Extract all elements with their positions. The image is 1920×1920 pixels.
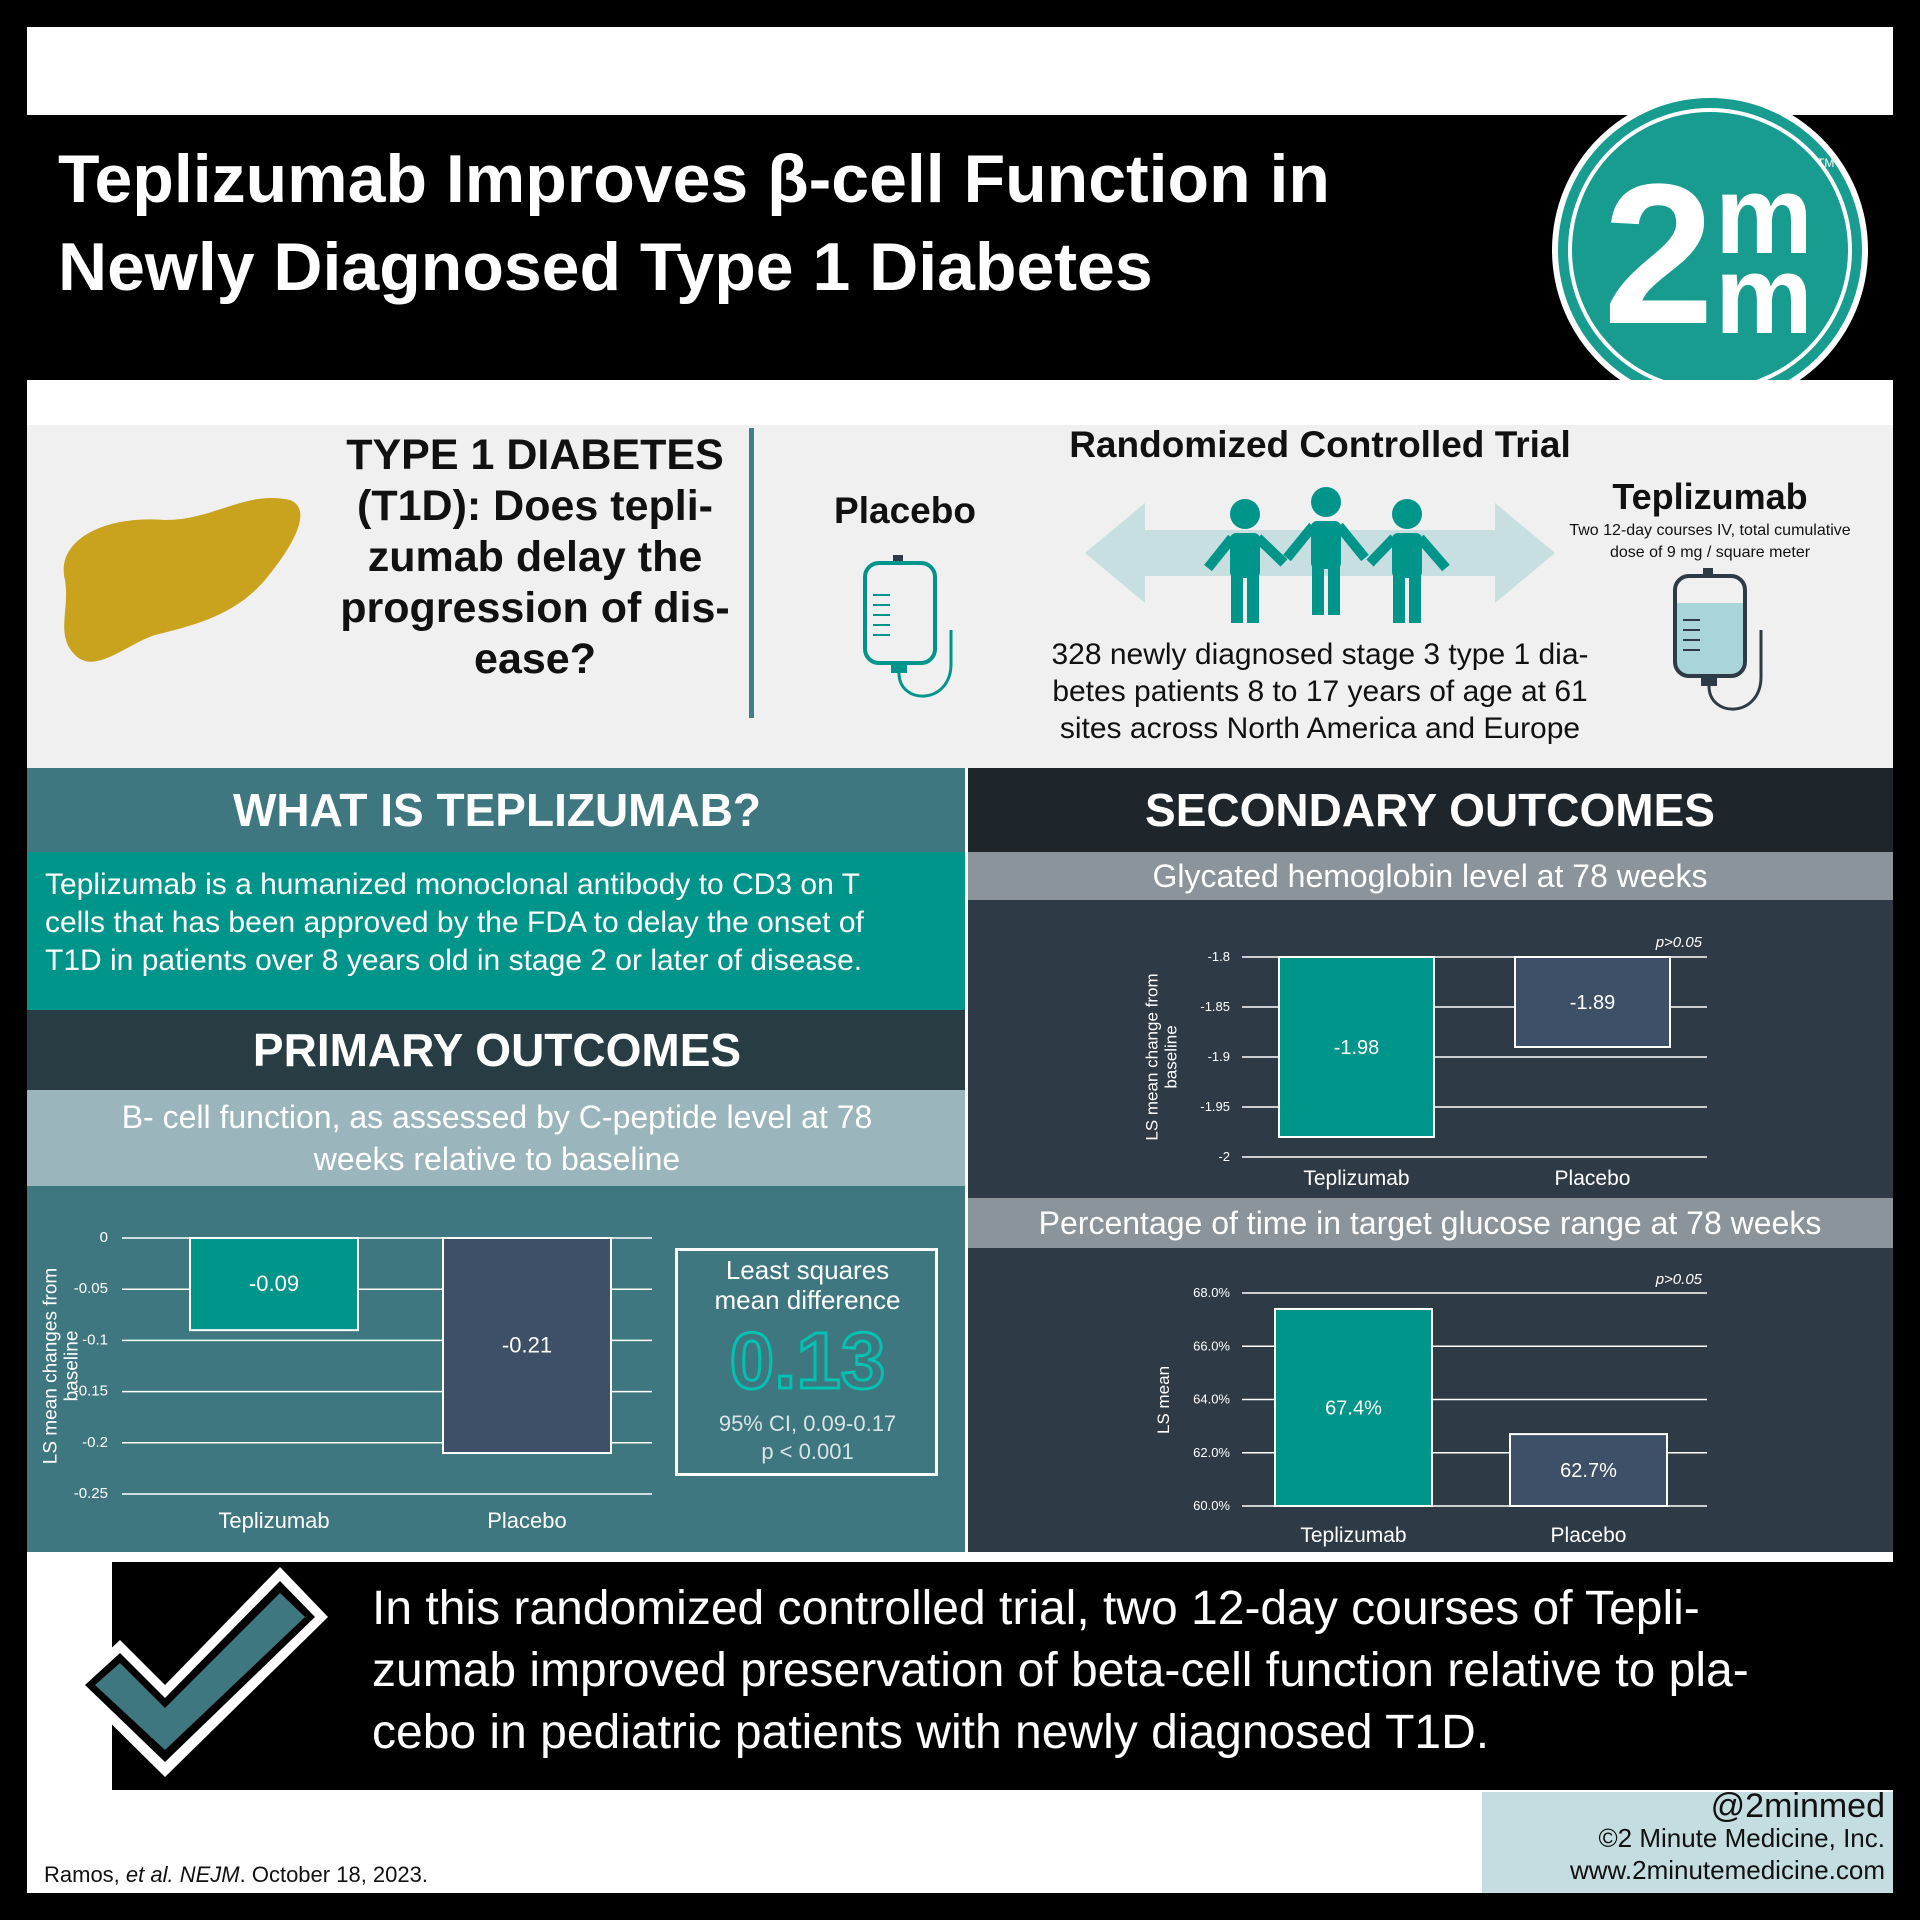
y-tick-label: -1.95 xyxy=(1200,1099,1230,1114)
column-separator xyxy=(965,768,968,1552)
tir-bar-chart: 68.0% 66.0% 64.0% 62.0% 60.0% 67.4% Teplizumab… xyxy=(1154,1271,1707,1547)
secondary-heading: SECONDARY OUTCOMES xyxy=(967,768,1893,852)
p-value-annotation: p>0.05 xyxy=(1655,1271,1703,1288)
secondary-sub1: Glycated hemoglobin level at 78 weeks xyxy=(967,852,1893,900)
y-tick-label: -0.1 xyxy=(82,1331,108,1348)
x-category-label: Teplizumab xyxy=(1300,1524,1406,1547)
intro-panel xyxy=(27,425,1893,768)
secondary-sub2: Percentage of time in target glucose ran… xyxy=(967,1198,1893,1248)
brand-box xyxy=(1482,1792,1893,1893)
y-tick-label: -0.2 xyxy=(82,1434,108,1451)
bar-value-label: 67.4% xyxy=(1325,1397,1382,1419)
rct-description: 328 newly diagnosed stage 3 type 1 dia- … xyxy=(1051,638,1589,745)
bar-value-label: -1.98 xyxy=(1334,1037,1380,1059)
y-tick-label: -0.05 xyxy=(74,1280,108,1297)
lsd-box xyxy=(675,1248,938,1476)
patients-icon xyxy=(1085,487,1555,623)
intro-top-margin xyxy=(27,380,1893,425)
y-tick-label: 60.0% xyxy=(1193,1498,1230,1513)
bar-placebo xyxy=(1514,956,1671,1048)
p-value-annotation: p>0.05 xyxy=(1655,934,1703,951)
reference-authors: Ramos, xyxy=(44,1862,126,1887)
intro-question: TYPE 1 DIABETES (T1D): Does tepli-zumab … xyxy=(340,431,730,683)
reference-date: . October 18, 2023. xyxy=(239,1862,428,1887)
primary-bar-chart: 0 -0.05 -0.1 -0.15 -0.2 -0.25 -0.09 Teplizumab -… xyxy=(41,1229,652,1533)
y-axis-label: baseline xyxy=(62,1331,83,1402)
checkmark-icon xyxy=(72,1567,328,1777)
brand-handle: @2minmed xyxy=(1710,1787,1885,1825)
lsd-ci: 95% CI, 0.09-0.17 p < 0.001 xyxy=(718,1411,897,1464)
logo-m-top: m xyxy=(1715,154,1813,277)
y-axis-label-group: LS mean changes from baseline xyxy=(41,1268,83,1464)
reference-journal: et al. NEJM xyxy=(125,1862,240,1887)
y-axis-label: LS mean changes from xyxy=(41,1268,62,1464)
hba1c-bar-chart: -1.8 -1.85 -1.9 -1.95 -2 -1.98 Teplizumab -1.89… xyxy=(1143,934,1707,1190)
x-category-label: Placebo xyxy=(1555,1167,1631,1190)
y-tick-label: -1.9 xyxy=(1208,1049,1230,1064)
logo-number: 2 xyxy=(1603,143,1714,366)
y-tick-label: 0 xyxy=(100,1229,108,1246)
y-tick-label: 66.0% xyxy=(1193,1338,1230,1353)
lsd-label: Least squares mean difference xyxy=(714,1255,901,1315)
top-margin xyxy=(27,27,1893,115)
what-body: Teplizumab is a humanized monoclonal ant… xyxy=(27,852,967,1010)
lsd-value: 0.13 xyxy=(728,1315,887,1407)
y-tick-label: 68.0% xyxy=(1193,1285,1230,1300)
bar-value-label: -0.09 xyxy=(249,1271,299,1296)
primary-heading: PRIMARY OUTCOMES xyxy=(27,1010,967,1090)
iv-bag-placebo-icon xyxy=(863,555,953,698)
y-axis-label-group: LS mean change from baseline xyxy=(1143,973,1181,1140)
bar-value-label: -1.89 xyxy=(1570,992,1616,1014)
x-category-label: Teplizumab xyxy=(218,1508,329,1533)
y-axis-label-group: LS mean xyxy=(1154,1366,1173,1434)
x-category-label: Teplizumab xyxy=(1303,1167,1409,1190)
y-tick-label: -0.15 xyxy=(74,1383,108,1400)
y-axis-label: baseline xyxy=(1162,1025,1181,1088)
reference: Ramos, et al. NEJM. October 18, 2023. xyxy=(44,1862,428,1888)
pancreas-icon xyxy=(63,497,301,662)
bar-placebo xyxy=(1509,1433,1668,1507)
what-heading: WHAT IS TEPLIZUMAB? xyxy=(27,768,967,852)
y-tick-label: 62.0% xyxy=(1193,1445,1230,1460)
logo-2minutemedicine: 2 m m TM xyxy=(1552,92,1868,408)
logo-m-bottom: m xyxy=(1715,234,1813,357)
y-tick-label: -0.25 xyxy=(74,1485,108,1502)
y-tick-label: 64.0% xyxy=(1193,1392,1230,1407)
iv-bag-teplizumab-icon xyxy=(1673,568,1763,711)
y-tick-label: -1.8 xyxy=(1208,949,1230,964)
bar-teplizumab xyxy=(1274,1307,1433,1507)
conclusion-band xyxy=(112,1562,1893,1790)
y-tick-label: -2 xyxy=(1218,1149,1230,1164)
y-axis-label: LS mean xyxy=(1154,1366,1173,1434)
rct-title: Randomized Controlled Trial xyxy=(1069,424,1571,465)
primary-subheading: B- cell function, as assessed by C-pepti… xyxy=(27,1090,967,1186)
y-tick-label: -1.85 xyxy=(1200,999,1230,1014)
brand-block: @2minmed ©2 Minute Medicine, Inc. www.2m… xyxy=(1440,1787,1885,1886)
brand-url[interactable]: www.2minutemedicine.com xyxy=(1569,1855,1885,1885)
x-category-label: Placebo xyxy=(487,1508,567,1533)
intro-placebo-label: Placebo xyxy=(834,490,976,531)
intro-divider xyxy=(749,428,754,718)
teplizumab-dose-text: Two 12-day courses IV, total cumulative … xyxy=(1569,522,1851,561)
bar-teplizumab xyxy=(1278,956,1435,1138)
bar-teplizumab xyxy=(189,1237,359,1332)
page-title: Teplizumab Improves β-cell Function in N… xyxy=(58,141,1330,305)
bar-value-label: 62.7% xyxy=(1560,1460,1617,1482)
intro-teplizumab-label: Teplizumab xyxy=(1612,476,1808,517)
conclusion-text: In this randomized controlled trial, two… xyxy=(372,1582,1749,1759)
x-category-label: Placebo xyxy=(1551,1524,1627,1547)
logo-tm: TM xyxy=(1817,156,1834,170)
bar-placebo xyxy=(442,1237,612,1455)
bar-value-label: -0.21 xyxy=(502,1333,552,1358)
y-axis-label: LS mean change from xyxy=(1143,973,1162,1140)
brand-copyright: ©2 Minute Medicine, Inc. xyxy=(1598,1823,1885,1853)
